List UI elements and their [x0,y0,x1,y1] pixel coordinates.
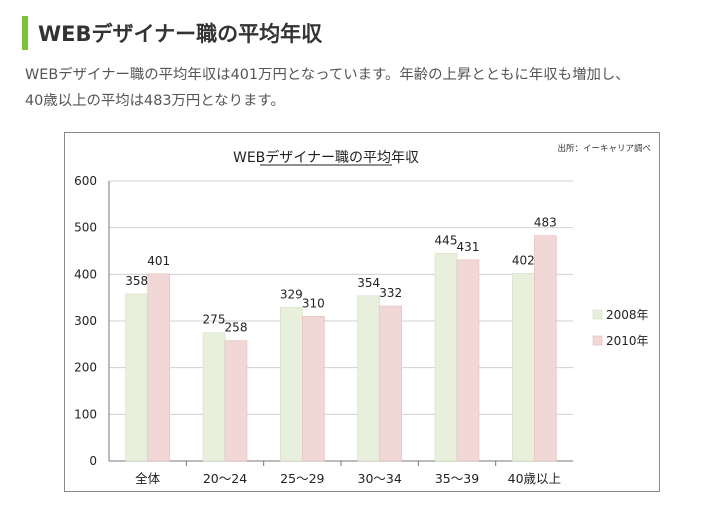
data-label: 401 [147,254,170,268]
y-tick-label: 300 [74,314,97,328]
chart-canvas: 出所：イーキャリア調べ WEBデザイナー職の平均年収 0 100 200 300 400 50… [74,143,651,486]
bar-2008 [125,293,148,462]
x-tick-label: 25〜29 [280,471,324,486]
y-tick-label: 0 [89,454,97,468]
y-tick-label: 200 [74,361,97,375]
x-tick-label: 30〜34 [358,471,402,486]
data-label: 310 [302,296,325,310]
intro-line-1: WEBデザイナー職の平均年収は401万円となっています。年齢の上昇とともに年収も… [25,67,630,83]
legend-swatch [592,309,603,320]
data-label: 329 [280,287,303,301]
bar-2010 [379,305,402,462]
bar-2008 [512,273,535,462]
intro-text: WEBデザイナー職の平均年収は401万円となっています。年齢の上昇とともに年収も… [25,62,695,114]
data-label: 275 [203,313,226,327]
bar-2008 [434,253,458,462]
legend-swatch [592,335,603,346]
intro-line-2: 40歳以上の平均は483万円となります。 [25,93,285,109]
legend-label: 2008年 [606,308,649,322]
legend-label: 2010年 [606,334,649,348]
x-tick-label: 全体 [135,471,161,486]
heading-accent-bar [22,16,28,50]
data-label: 483 [534,216,557,230]
bar-2010 [534,235,557,462]
y-tick-label: 100 [74,407,97,421]
salary-chart: 出所：イーキャリア調べ WEBデザイナー職の平均年収 0 100 200 300 400 50… [64,132,660,492]
data-label: 402 [512,253,535,267]
data-label: 354 [357,276,380,290]
bar-2008 [357,295,380,462]
x-tick-label: 35〜39 [435,471,479,486]
data-label: 445 [435,233,458,247]
y-tick-label: 600 [74,174,97,188]
bar-2010 [456,259,480,462]
data-label: 258 [225,321,248,335]
bar-2010 [147,273,170,462]
bar-2008 [202,332,226,462]
chart-title: WEBデザイナー職の平均年収 [233,149,419,166]
bar-2008 [280,307,303,462]
data-label: 332 [379,286,402,300]
y-tick-label: 500 [74,221,97,235]
bar-2010 [302,316,325,462]
x-tick-label: 40歳以上 [508,471,561,486]
chart-source-note: 出所：イーキャリア調べ [557,143,651,154]
bar-2010 [224,340,248,462]
data-label: 431 [457,240,480,254]
y-tick-label: 400 [74,267,97,281]
x-tick-label: 20〜24 [203,471,247,486]
section-heading: WEBデザイナー職の平均年収 [22,16,682,50]
heading-title: WEBデザイナー職の平均年収 [38,22,323,46]
data-label: 358 [125,274,148,288]
